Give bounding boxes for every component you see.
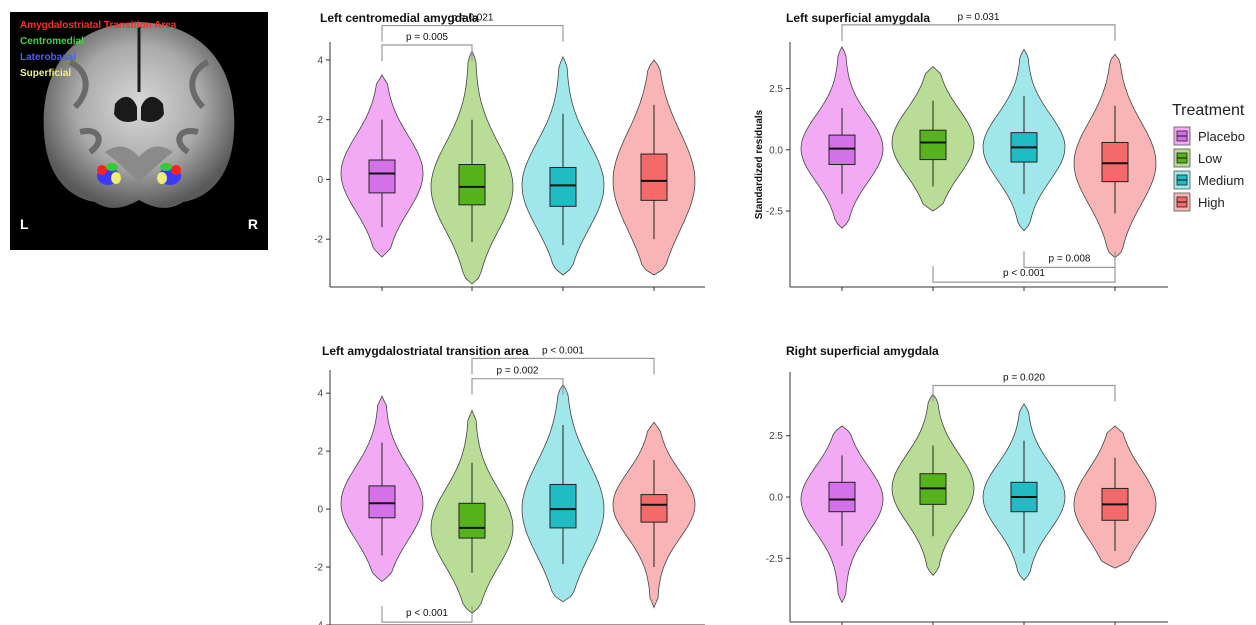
- p-value-label: p = 0.002: [497, 366, 539, 377]
- y-tick-label: 0: [317, 505, 323, 516]
- box-high: [1101, 141, 1129, 183]
- significance-bracket: [932, 384, 1116, 402]
- box-placebo: [368, 159, 396, 194]
- y-tick-label: -4: [314, 621, 323, 625]
- y-tick-label: 0.0: [769, 493, 783, 504]
- box-placebo: [368, 485, 396, 519]
- box-medium: [549, 166, 577, 207]
- region-label-centromedial: Centromedial: [20, 36, 84, 47]
- y-tick-label: -2: [314, 563, 323, 574]
- box-low: [458, 502, 486, 539]
- legend-label-low: Low: [1198, 151, 1222, 166]
- panel-3: Left amygdalostriatal transition area -4 -…: [314, 344, 705, 625]
- p-value-label: p = 0.008: [1049, 253, 1091, 264]
- box-high: [640, 153, 668, 201]
- significance-bracket: [381, 606, 473, 623]
- legend-label-high: High: [1198, 195, 1225, 210]
- legend-label-medium: Medium: [1198, 173, 1244, 188]
- p-value-label: p < 0.001: [406, 608, 448, 619]
- panel-title: Left superficial amygdala: [786, 11, 930, 25]
- significance-bracket: [1023, 251, 1116, 268]
- panel-2: Left superficial amygdala -2.5 0.0 2.5 Stand…: [754, 11, 1168, 291]
- panel-title: Left centromedial amygdala: [320, 11, 479, 25]
- brain-figure: Amygdalostriatal Transition Area Centrom…: [10, 12, 268, 250]
- significance-bracket: [841, 24, 1116, 41]
- significance-bracket: [381, 44, 473, 61]
- panel-title: Right superficial amygdala: [786, 344, 939, 358]
- treatment-legend: Treatment Placebo Low Medium High: [1172, 102, 1245, 212]
- significance-bracket: [381, 24, 564, 42]
- box-high: [640, 494, 668, 523]
- p-value-label: p = 0.031: [958, 12, 1000, 23]
- y-tick-label: -2.5: [766, 554, 784, 565]
- panel-4: Right superficial amygdala -2.5 0.0 2.5 p = …: [766, 344, 1168, 625]
- box-medium: [549, 483, 577, 529]
- panel-1: Left centromedial amygdala -2 0 2 4 p = 0.021…: [314, 11, 705, 291]
- y-tick-label: 2.5: [769, 84, 783, 95]
- legend-label-placebo: Placebo: [1198, 129, 1245, 144]
- significance-bracket: [471, 357, 655, 375]
- region-label-ata: Amygdalostriatal Transition Area: [20, 20, 177, 31]
- box-placebo: [828, 481, 856, 513]
- significance-bracket: [471, 378, 564, 395]
- region-label-laterobasal: Laterobasal: [20, 52, 77, 63]
- significance-bracket: [932, 266, 1116, 283]
- region-label-superficial: Superficial: [20, 68, 72, 79]
- p-value-label: p = 0.021: [452, 13, 494, 24]
- y-axis-label: Standardized residuals: [754, 109, 765, 219]
- box-placebo: [828, 134, 856, 166]
- p-value-label: p = 0.020: [1003, 372, 1045, 383]
- y-tick-label: 2: [317, 447, 323, 458]
- y-tick-label: 4: [317, 389, 323, 400]
- y-tick-label: -2: [314, 235, 323, 246]
- left-hemisphere-label: L: [20, 216, 29, 232]
- p-value-label: p < 0.001: [542, 345, 584, 356]
- y-tick-label: 4: [317, 55, 323, 66]
- box-low: [919, 129, 947, 161]
- p-value-label: p < 0.001: [1003, 268, 1045, 279]
- y-tick-label: 2.5: [769, 431, 783, 442]
- right-hemisphere-label: R: [247, 216, 258, 232]
- y-tick-label: 2: [317, 115, 323, 126]
- legend-title: Treatment: [1172, 102, 1245, 119]
- p-value-label: p = 0.005: [406, 32, 448, 43]
- brain-image: [43, 22, 235, 208]
- panel-title: Left amygdalostriatal transition area: [322, 344, 529, 358]
- y-tick-label: 0: [317, 175, 323, 186]
- y-tick-label: 0.0: [769, 145, 783, 156]
- y-tick-label: -2.5: [766, 207, 784, 218]
- box-low: [458, 164, 486, 206]
